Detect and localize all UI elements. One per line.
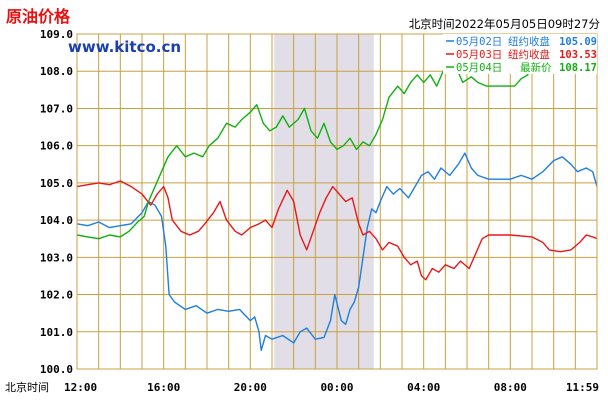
y-tick-label: 105.0	[40, 177, 73, 190]
y-tick-label: 100.0	[40, 363, 73, 376]
y-tick-label: 104.0	[40, 214, 73, 227]
plot-frame	[76, 33, 598, 370]
y-tick-label: 109.0	[40, 28, 73, 41]
x-tick-label: 16:00	[147, 381, 180, 394]
y-tick-label: 108.0	[40, 65, 73, 78]
legend-entry-may04: 05月04日 最新价 108.17	[446, 61, 597, 74]
x-axis-ticks: 12:00 16:00 20:00 00:00 04:00 08:00 11:59	[64, 381, 599, 394]
y-tick-label: 101.0	[40, 326, 73, 339]
legend-value: 103.53	[559, 49, 597, 61]
y-tick-label: 103.0	[40, 251, 73, 264]
y-axis-ticks: 100.0 101.0 102.0 103.0 104.0 105.0 106.0 107.0…	[40, 28, 73, 376]
x-tick-label: 08:00	[494, 381, 527, 394]
series-line-0	[76, 152, 598, 352]
legend-value: 108.17	[559, 62, 597, 74]
x-tick-label: 20:00	[234, 381, 267, 394]
legend-background	[443, 34, 597, 74]
series-line-1	[76, 180, 598, 281]
x-tick-label: 04:00	[407, 381, 440, 394]
chart-title: 原油价格	[6, 7, 71, 26]
x-tick-label: 00:00	[320, 381, 353, 394]
legend: 05月02日 纽约收盘 105.09 05月03日 纽约收盘 103.53 05…	[443, 34, 597, 74]
legend-entry-may02: 05月02日 纽约收盘 105.09	[446, 35, 597, 48]
legend-label: 纽约收盘	[508, 48, 550, 61]
legend-entry-may03: 05月03日 纽约收盘 103.53	[446, 48, 597, 61]
legend-value: 105.09	[559, 36, 597, 48]
legend-date: 05月02日	[456, 36, 502, 48]
timestamp: 北京时间2022年05月05日09时27分	[409, 17, 601, 31]
x-axis-label: 北京时间	[5, 380, 49, 394]
legend-label: 纽约收盘	[508, 35, 550, 48]
y-tick-label: 102.0	[40, 289, 73, 302]
x-tick-label: 12:00	[64, 381, 97, 394]
website-link[interactable]: www.kitco.cn	[68, 38, 181, 56]
x-tick-label: 11:59	[566, 381, 599, 394]
y-tick-label: 106.0	[40, 140, 73, 153]
legend-date: 05月04日	[456, 62, 502, 74]
y-tick-label: 107.0	[40, 102, 73, 115]
legend-date: 05月03日	[456, 49, 502, 61]
legend-label: 最新价	[520, 61, 552, 74]
